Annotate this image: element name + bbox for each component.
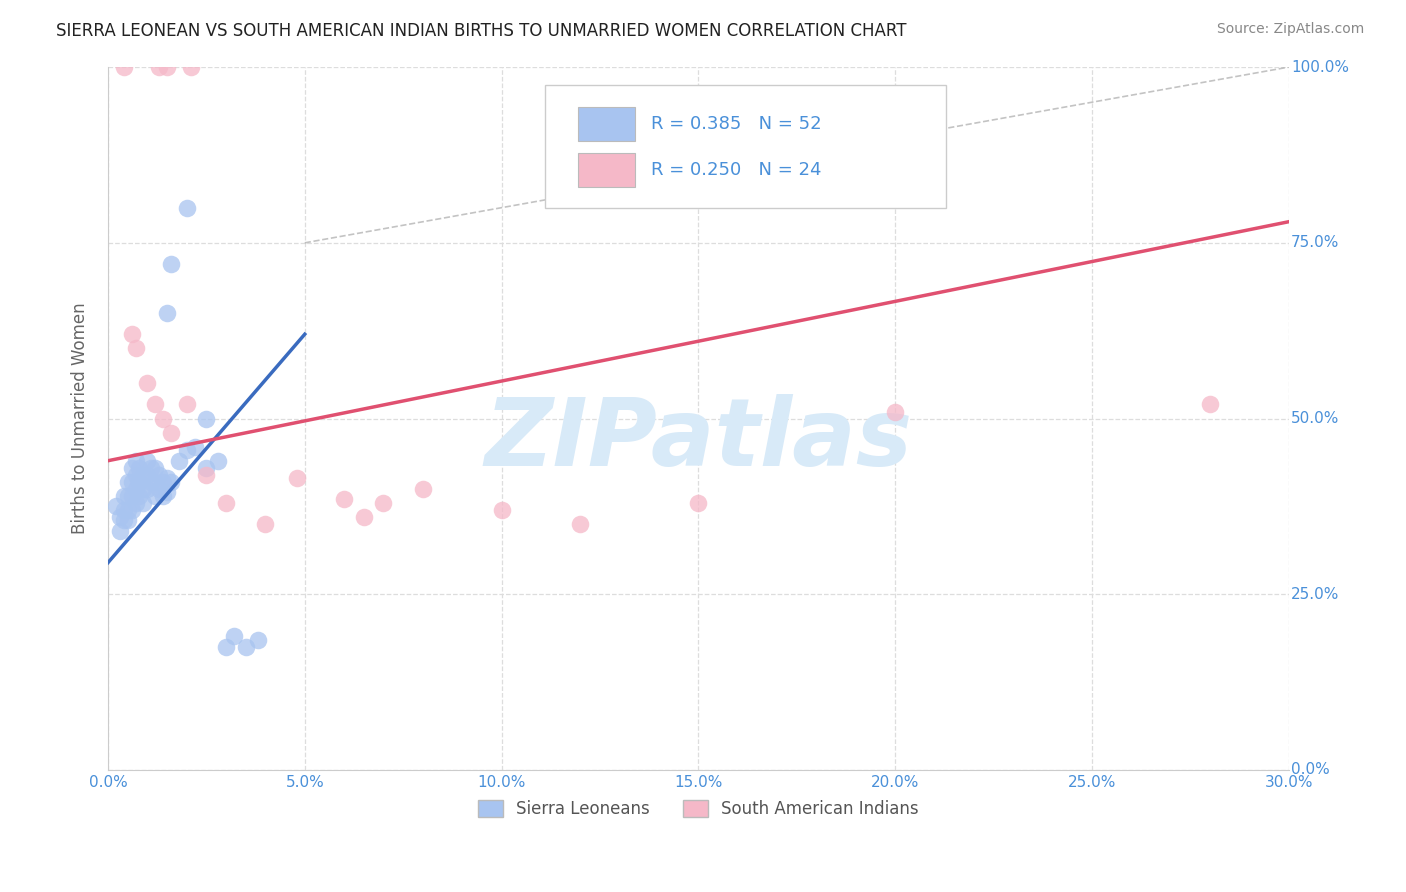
Point (183, 440, 205, 454)
Point (148, 482, 170, 496)
Point (148, 467, 170, 482)
Point (121, 503, 143, 517)
Point (1199, 397, 1222, 411)
Point (176, 397, 198, 411)
Point (112, 60, 135, 74)
Point (160, 425, 183, 440)
Point (136, 454, 159, 468)
Point (156, 471, 179, 485)
FancyBboxPatch shape (546, 85, 946, 208)
Point (215, 496, 238, 510)
FancyBboxPatch shape (578, 153, 634, 186)
Point (117, 489, 139, 503)
Text: 50.0%: 50.0% (1291, 411, 1340, 426)
Point (373, 496, 395, 510)
Point (215, 640, 238, 654)
Point (128, 460, 150, 475)
Point (108, 510, 131, 524)
Point (235, 640, 257, 654)
Point (884, 404, 907, 418)
Text: SIERRA LEONEAN VS SOUTH AMERICAN INDIAN BIRTHS TO UNMARRIED WOMEN CORRELATION CH: SIERRA LEONEAN VS SOUTH AMERICAN INDIAN … (56, 22, 907, 40)
Text: 25.0%: 25.0% (1291, 587, 1340, 602)
Point (569, 516, 592, 531)
Point (152, 411, 174, 425)
Point (156, 60, 179, 74)
Text: ZIPatlas: ZIPatlas (484, 393, 912, 485)
Point (207, 454, 229, 468)
Point (136, 482, 159, 496)
Point (121, 475, 143, 489)
Point (333, 492, 356, 507)
Point (195, 460, 218, 475)
Point (412, 482, 434, 496)
Point (128, 489, 150, 503)
Text: 75.0%: 75.0% (1291, 235, 1340, 251)
Point (124, 341, 146, 355)
Point (124, 482, 146, 496)
Point (104, 500, 127, 514)
Point (152, 489, 174, 503)
Y-axis label: Births to Unmarried Women: Births to Unmarried Women (72, 302, 89, 534)
Point (143, 475, 166, 489)
Text: R = 0.250   N = 24: R = 0.250 N = 24 (651, 161, 821, 178)
Point (132, 482, 155, 496)
Point (156, 485, 179, 500)
Point (124, 454, 146, 468)
Point (176, 443, 198, 458)
Point (141, 460, 163, 475)
Point (141, 475, 163, 489)
Point (108, 524, 131, 538)
Point (143, 460, 166, 475)
Point (121, 489, 143, 503)
Point (353, 510, 375, 524)
Point (117, 503, 139, 517)
Point (160, 257, 183, 271)
Point (195, 467, 218, 482)
Point (124, 496, 146, 510)
Point (132, 467, 155, 482)
Point (117, 475, 139, 489)
Point (136, 376, 159, 391)
Point (128, 475, 150, 489)
Point (117, 513, 139, 527)
Point (156, 306, 179, 320)
Point (491, 503, 513, 517)
Point (160, 475, 183, 489)
Point (112, 489, 135, 503)
Point (132, 496, 155, 510)
Text: 100.0%: 100.0% (1291, 60, 1348, 75)
FancyBboxPatch shape (578, 107, 634, 141)
Point (167, 454, 190, 468)
Point (148, 60, 170, 74)
Point (195, 411, 218, 425)
Point (180, 60, 202, 74)
Point (112, 513, 135, 527)
Text: R = 0.385   N = 52: R = 0.385 N = 52 (651, 115, 821, 133)
Point (143, 489, 166, 503)
Point (143, 397, 166, 411)
Point (246, 632, 269, 647)
Point (152, 475, 174, 489)
Point (688, 496, 710, 510)
Point (124, 467, 146, 482)
Point (254, 516, 277, 531)
Point (222, 630, 245, 644)
Legend: Sierra Leoneans, South American Indians: Sierra Leoneans, South American Indians (471, 793, 925, 825)
Point (285, 471, 308, 485)
Text: 0.0%: 0.0% (1291, 763, 1330, 778)
Point (136, 467, 159, 482)
Text: Source: ZipAtlas.com: Source: ZipAtlas.com (1216, 22, 1364, 37)
Point (121, 327, 143, 342)
Point (112, 503, 135, 517)
Point (121, 460, 143, 475)
Point (176, 201, 198, 215)
